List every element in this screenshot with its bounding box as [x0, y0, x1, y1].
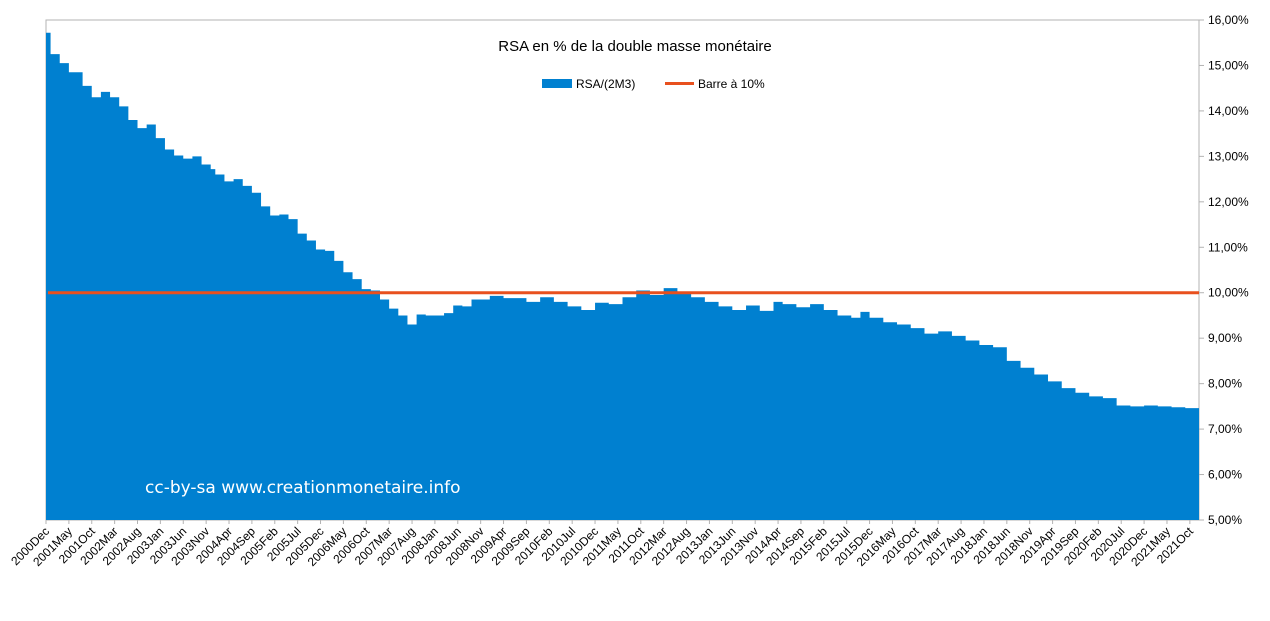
- y-tick-label: 9,00%: [1208, 331, 1242, 345]
- legend-swatch-area: [542, 79, 572, 88]
- y-tick-label: 14,00%: [1208, 104, 1249, 118]
- y-tick-label: 11,00%: [1208, 240, 1248, 254]
- legend-label-area: RSA/(2M3): [576, 77, 635, 91]
- y-tick-label: 10,00%: [1208, 286, 1249, 300]
- series-area-rsa: [46, 32, 1199, 520]
- series-layer: [46, 32, 1199, 520]
- x-axis: 2000Dec2001May2001Oct2002Mar2002Aug2003J…: [8, 520, 1196, 569]
- legend: RSA/(2M3) Barre à 10%: [542, 77, 765, 91]
- y-tick-label: 16,00%: [1208, 13, 1249, 27]
- y-tick-label: 8,00%: [1208, 377, 1242, 391]
- y-tick-label: 7,00%: [1208, 422, 1242, 436]
- y-axis: 5,00% 6,00% 7,00% 8,00% 9,00% 10,00% 11,00% 12,…: [1199, 13, 1249, 527]
- chart-title: RSA en % de la double masse monétaire: [498, 38, 772, 55]
- legend-label-line: Barre à 10%: [698, 77, 765, 91]
- legend-item-area: RSA/(2M3): [542, 77, 635, 91]
- y-tick-label: 15,00%: [1208, 58, 1249, 72]
- y-tick-label: 13,00%: [1208, 149, 1249, 163]
- legend-item-line: Barre à 10%: [665, 77, 765, 91]
- watermark-text: cc-by-sa www.creationmonetaire.info: [145, 478, 461, 498]
- y-tick-label: 5,00%: [1208, 513, 1242, 527]
- y-tick-label: 6,00%: [1208, 468, 1242, 482]
- y-tick-label: 12,00%: [1208, 195, 1249, 209]
